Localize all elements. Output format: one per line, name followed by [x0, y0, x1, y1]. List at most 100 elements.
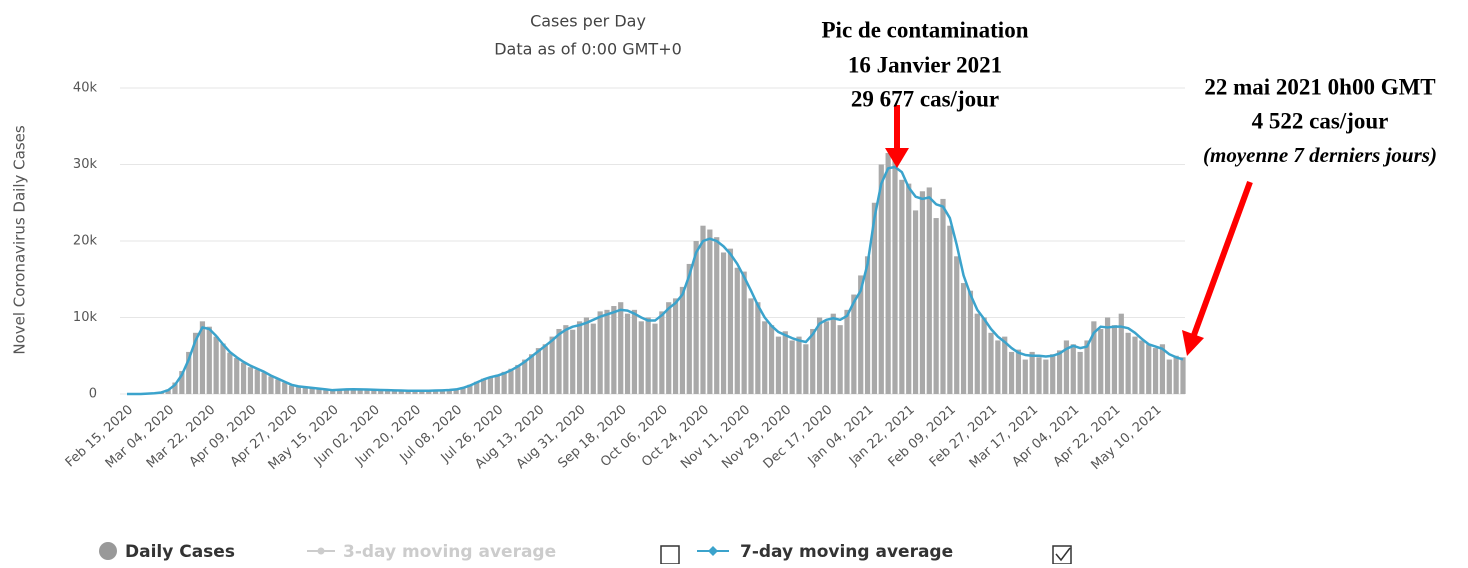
legend-swatch — [708, 546, 718, 556]
bar — [995, 340, 1001, 394]
bar — [851, 294, 857, 394]
bar — [343, 389, 350, 394]
bar — [254, 369, 260, 394]
bar — [309, 388, 315, 394]
bar — [1015, 349, 1022, 394]
bar — [899, 179, 905, 394]
bar — [604, 309, 610, 394]
annotation: 22 mai 2021 0h00 GMT — [1204, 74, 1435, 99]
line-series — [127, 165, 1184, 396]
annotation: 29 677 cas/jour — [851, 86, 999, 111]
bar — [165, 389, 171, 394]
legend-checkbox[interactable] — [1052, 545, 1072, 565]
bar — [926, 187, 932, 394]
bar — [480, 378, 487, 394]
bar — [727, 248, 734, 394]
bar — [1098, 328, 1104, 394]
bar — [618, 302, 624, 394]
bar — [679, 286, 686, 394]
bar — [720, 252, 727, 394]
bar — [1180, 357, 1186, 394]
legend-label[interactable]: Daily Cases — [125, 542, 235, 562]
bar — [1036, 357, 1042, 394]
bar — [474, 381, 480, 394]
bar — [796, 336, 802, 394]
bar — [302, 387, 308, 394]
bar — [316, 389, 322, 394]
bar — [583, 317, 590, 394]
bar — [522, 359, 528, 394]
bar — [590, 323, 596, 394]
bar — [624, 313, 631, 394]
bar — [967, 290, 974, 394]
bar — [295, 386, 302, 394]
bar — [741, 271, 747, 394]
bar — [213, 336, 219, 394]
legend-check — [1055, 547, 1071, 562]
bar — [1152, 348, 1159, 394]
y-tick-label: 30k — [73, 157, 98, 172]
bar — [597, 311, 603, 394]
bar — [789, 340, 795, 394]
arrow-head — [885, 148, 909, 168]
bar — [288, 385, 295, 394]
bar — [446, 389, 452, 394]
bar — [487, 377, 494, 394]
bar — [364, 389, 370, 394]
bar — [172, 382, 178, 394]
bar — [1159, 344, 1166, 394]
bar — [954, 256, 960, 394]
bar — [947, 225, 953, 394]
legend-label[interactable]: 7-day moving average — [740, 542, 953, 562]
bar — [645, 317, 651, 394]
bar — [686, 263, 692, 394]
legend-swatch — [99, 542, 117, 560]
bar — [830, 313, 836, 394]
bar — [652, 323, 658, 394]
bar — [1132, 336, 1138, 394]
legend-label[interactable]: 3-day moving average — [343, 542, 556, 562]
bar — [384, 390, 391, 394]
bar — [261, 372, 267, 394]
bar — [453, 389, 459, 394]
bar — [1125, 332, 1131, 394]
bar — [234, 358, 240, 394]
bar — [220, 343, 226, 394]
y-tick-label: 0 — [89, 387, 97, 402]
bar — [556, 328, 562, 394]
bar — [1146, 344, 1152, 394]
bar — [563, 325, 569, 394]
bar — [823, 321, 830, 394]
bar — [981, 317, 987, 394]
bar — [330, 390, 336, 394]
bar — [1022, 359, 1028, 394]
bar — [762, 321, 768, 394]
bar — [542, 344, 548, 394]
bar — [775, 336, 782, 394]
bar — [707, 229, 713, 394]
annotation: (moyenne 7 derniers jours) — [1203, 143, 1437, 167]
bar — [611, 306, 617, 394]
bar — [960, 283, 967, 394]
bar — [199, 321, 206, 394]
bar — [357, 389, 363, 394]
bar — [1091, 321, 1097, 394]
bar — [1139, 340, 1145, 394]
legend-swatch — [317, 547, 325, 555]
bar — [350, 389, 356, 394]
bar — [570, 329, 576, 394]
bar — [768, 325, 775, 394]
bar — [748, 298, 754, 394]
arrow-head — [1182, 330, 1204, 356]
bar — [432, 390, 439, 394]
bar — [535, 348, 542, 394]
bar — [892, 156, 898, 394]
bar — [336, 389, 343, 394]
legend-checkbox[interactable] — [660, 545, 680, 565]
bar — [412, 390, 418, 394]
x-tick-label: May 10, 2021 — [1088, 402, 1164, 473]
bar — [206, 326, 212, 394]
bar — [282, 382, 288, 394]
annotation: 4 522 cas/jour — [1252, 108, 1389, 133]
